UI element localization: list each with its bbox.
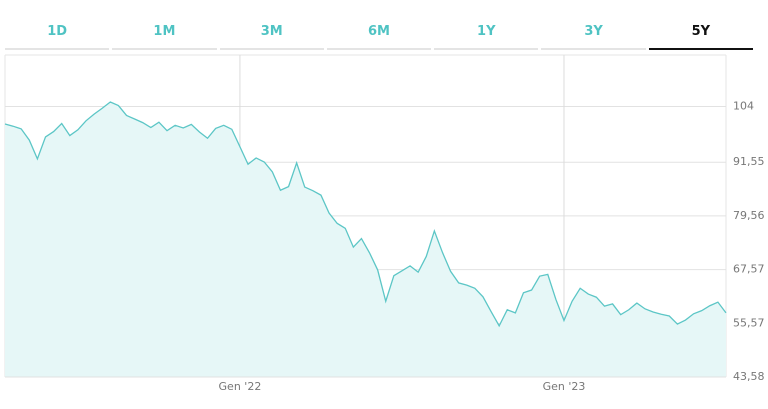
area-fill bbox=[5, 102, 726, 377]
price-line bbox=[4, 101, 727, 328]
y-tick-label: 43,58 bbox=[733, 370, 765, 383]
range-tab[interactable]: 1Y bbox=[434, 18, 539, 50]
range-tab[interactable]: 6M bbox=[326, 18, 432, 50]
y-tick-label: 79,56 bbox=[733, 209, 765, 222]
range-tab[interactable]: 1M bbox=[112, 18, 217, 50]
range-tabs: 1D 1M 3M 6M 1Y 3Y 5Y bbox=[5, 18, 753, 50]
range-tab[interactable]: 1D bbox=[5, 18, 110, 50]
y-tick-label: 91,55 bbox=[733, 155, 765, 168]
range-tab[interactable]: 5Y bbox=[648, 18, 753, 50]
range-tab[interactable]: 3M bbox=[219, 18, 324, 50]
y-tick-label: 55,57 bbox=[733, 316, 765, 329]
range-tab[interactable]: 3Y bbox=[541, 18, 646, 50]
x-tick-label: Gen '23 bbox=[543, 380, 586, 393]
x-tick-label: Gen '22 bbox=[219, 380, 262, 393]
y-tick-label: 104 bbox=[733, 99, 754, 112]
y-tick-label: 67,57 bbox=[733, 263, 765, 276]
